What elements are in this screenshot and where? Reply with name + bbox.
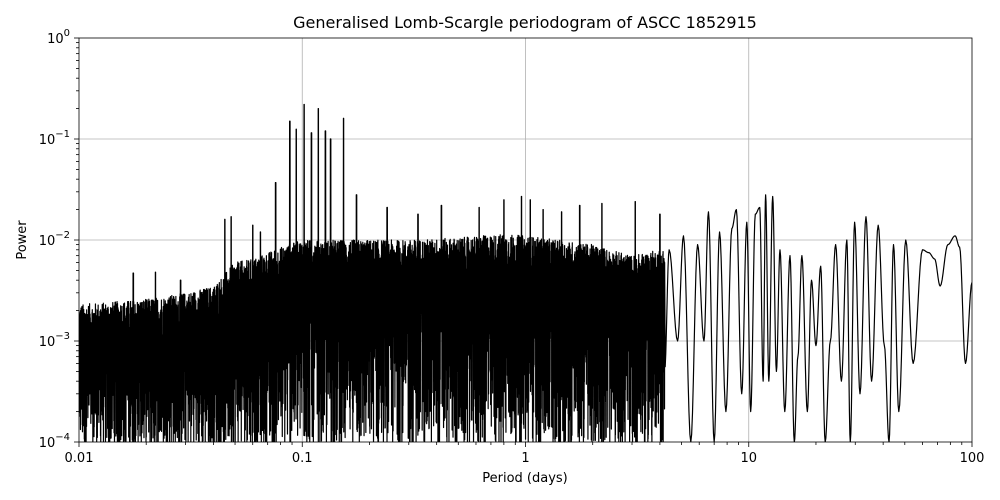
x-tick-label: 0.1 — [292, 451, 313, 466]
x-tick-label: 10 — [740, 451, 757, 466]
chart-title: Generalised Lomb-Scargle periodogram of … — [293, 13, 757, 32]
x-axis-label: Period (days) — [482, 471, 568, 486]
y-tick-label: 10−1 — [39, 129, 70, 148]
axis-ticks: 0.01 0.1 1 10 100 10−4 10−3 10−2 10−1 100 — [39, 28, 985, 466]
y-tick-label: 10−2 — [39, 230, 70, 249]
x-tick-label: 0.01 — [65, 451, 94, 466]
y-tick-label: 10−3 — [39, 331, 70, 350]
x-tick-label: 100 — [960, 451, 985, 466]
y-tick-label: 100 — [47, 28, 70, 47]
power-series-line — [79, 103, 972, 442]
y-tick-label: 10−4 — [39, 432, 70, 451]
y-axis-label: Power — [15, 220, 30, 260]
x-tick-label: 1 — [521, 451, 529, 466]
